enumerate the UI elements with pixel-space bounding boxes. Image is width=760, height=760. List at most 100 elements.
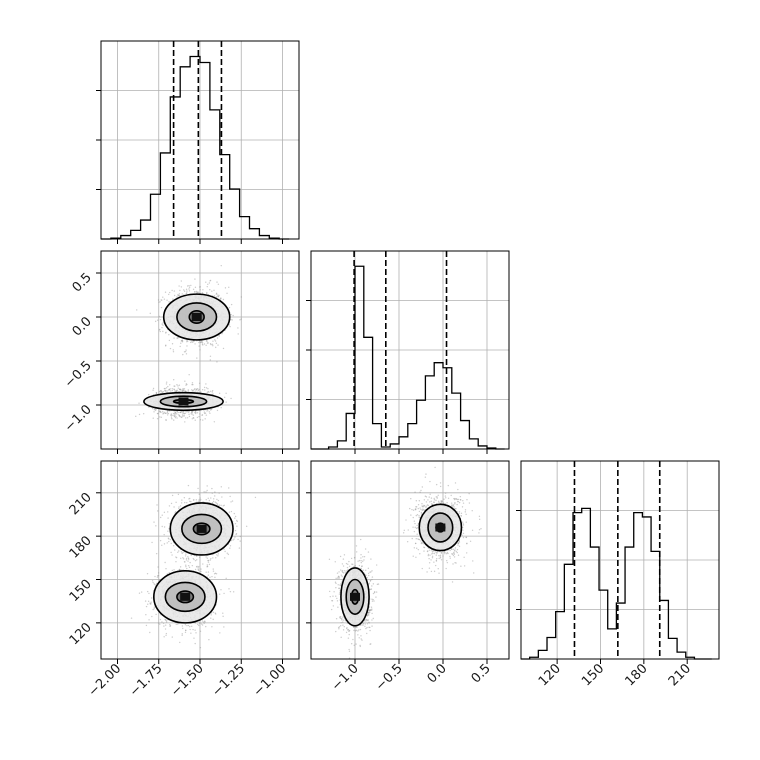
sample-point	[159, 330, 161, 333]
sample-point	[161, 514, 163, 516]
panel-2-2: 120 150 180 210	[516, 460, 720, 689]
sample-point	[370, 606, 373, 608]
sample-point	[161, 621, 163, 623]
sample-point	[209, 359, 212, 361]
sample-point	[168, 388, 170, 391]
sample-point	[207, 497, 209, 499]
sample-point	[186, 285, 189, 287]
sample-point	[168, 333, 170, 336]
sample-point	[171, 289, 173, 292]
sample-point	[186, 624, 188, 627]
sample-point	[156, 319, 159, 321]
sample-point	[158, 301, 160, 303]
sample-point	[159, 318, 162, 321]
sample-point	[209, 289, 211, 291]
sample-point	[209, 279, 212, 282]
sample-point	[197, 567, 199, 569]
sample-point	[142, 413, 145, 415]
sample-point	[371, 578, 373, 581]
sample-point	[162, 622, 165, 624]
sample-point	[172, 349, 175, 351]
sample-point	[152, 608, 154, 611]
sample-point	[202, 563, 204, 565]
sample-point	[338, 628, 340, 630]
sample-point	[220, 406, 222, 409]
sample-point	[181, 625, 184, 627]
histogram-step	[521, 507, 712, 660]
x-tick-label: −1.50	[168, 661, 207, 700]
sample-point	[155, 552, 158, 555]
sample-point	[232, 539, 234, 541]
sample-point	[237, 538, 239, 541]
sample-point	[340, 583, 342, 585]
sample-point	[201, 292, 204, 294]
sample-point	[181, 634, 183, 637]
sample-point	[157, 575, 159, 577]
sample-point	[151, 597, 153, 599]
sample-point	[205, 387, 208, 389]
sample-point	[210, 612, 213, 614]
panel-frame	[100, 250, 300, 450]
sample-point	[180, 502, 183, 504]
sample-point	[175, 415, 177, 418]
sample-point	[224, 557, 226, 559]
sample-point	[206, 489, 208, 492]
sample-point	[239, 535, 242, 538]
sample-point	[180, 411, 182, 414]
sample-point	[163, 543, 166, 545]
sample-point	[168, 572, 170, 574]
sample-point	[173, 290, 176, 292]
sample-point	[193, 340, 195, 342]
sample-point	[340, 636, 342, 639]
histogram-step	[101, 55, 290, 240]
sample-point	[166, 412, 169, 414]
sample-point	[170, 542, 172, 545]
sample-point	[198, 624, 200, 627]
x-tick-label: 180	[623, 661, 651, 689]
sample-point	[204, 389, 206, 391]
sample-point	[230, 318, 232, 321]
sample-point	[156, 510, 159, 512]
sample-point	[161, 411, 164, 413]
x-tick-label: −1.75	[127, 661, 166, 700]
sample-point	[188, 286, 191, 288]
sample-point	[186, 345, 188, 347]
sample-point	[145, 624, 148, 627]
sample-point	[226, 292, 228, 295]
sample-point	[158, 329, 161, 331]
sample-point	[198, 382, 201, 385]
sample-point	[217, 283, 220, 286]
density-peak	[178, 397, 189, 406]
sample-point	[168, 339, 171, 342]
sample-point	[341, 563, 344, 565]
sample-point	[169, 384, 171, 386]
panel-1-0: −1.0−0.50.00.5	[62, 250, 300, 454]
sample-point	[355, 643, 357, 645]
sample-point	[197, 623, 199, 626]
sample-point	[189, 500, 191, 503]
sample-point	[203, 622, 205, 625]
sample-point	[157, 566, 159, 568]
sample-point	[234, 515, 237, 518]
sample-point	[199, 630, 202, 632]
sample-point	[170, 390, 172, 392]
sample-point	[180, 551, 183, 553]
sample-point	[174, 390, 176, 392]
sample-point	[164, 624, 167, 626]
sample-point	[369, 629, 371, 632]
sample-point	[161, 299, 163, 301]
sample-point	[183, 414, 185, 417]
sample-point	[211, 391, 214, 393]
sample-point	[167, 530, 169, 532]
sample-point	[228, 588, 230, 590]
sample-point	[211, 492, 213, 494]
sample-point	[185, 559, 188, 561]
sample-point	[159, 516, 162, 519]
sample-point	[225, 577, 227, 580]
sample-point	[194, 419, 196, 421]
sample-point	[225, 392, 227, 394]
sample-point	[169, 347, 172, 350]
sample-point	[363, 559, 365, 561]
sample-point	[335, 618, 338, 620]
sample-point	[135, 415, 137, 418]
